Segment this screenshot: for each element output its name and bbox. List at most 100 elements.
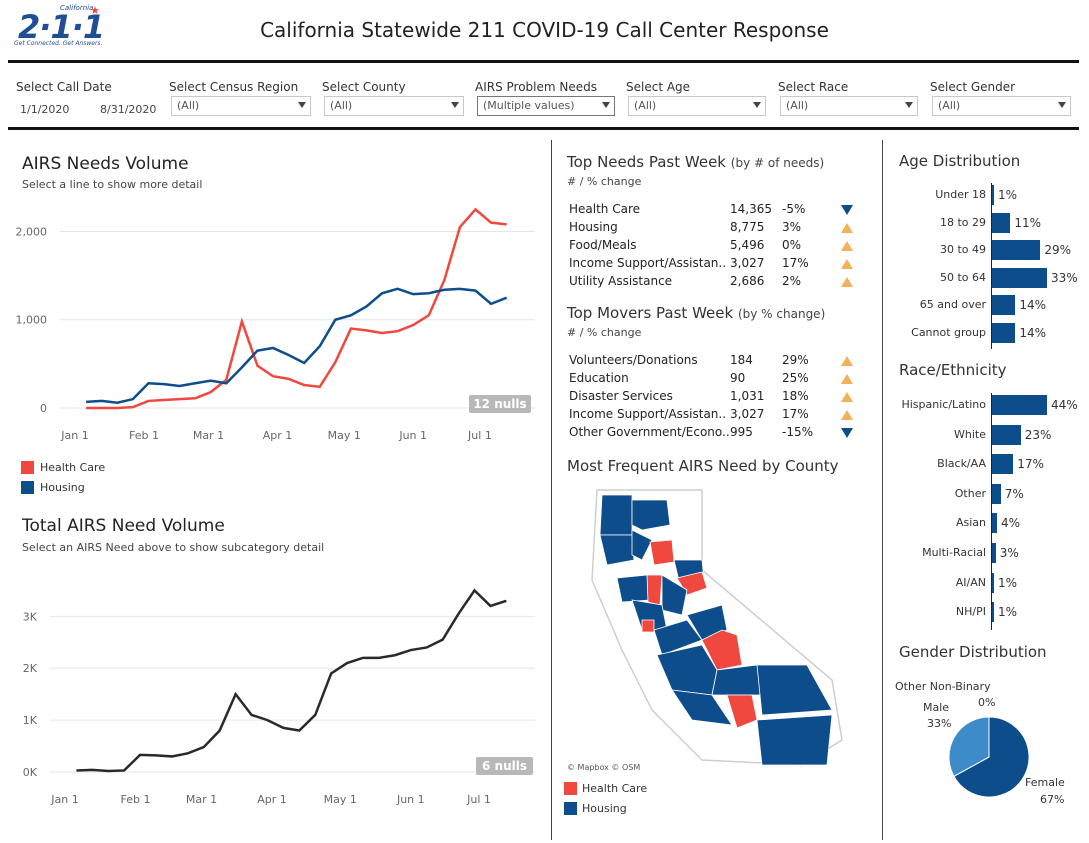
top-movers-row[interactable]: Other Government/Econo.. 995 -15% [569,425,869,443]
pie-slice-female[interactable] [953,716,1030,798]
need-count: 3,027 [730,256,765,270]
need-pct-change: 25% [782,371,809,385]
map-legend-housing-swatch[interactable] [564,802,577,815]
x-tick-label: Jul 1 [467,429,492,442]
county-region[interactable] [616,574,651,603]
bar-value-label: 4% [1001,516,1021,531]
bar-value-label: 29% [1044,243,1071,258]
problem-needs-select[interactable]: (Multiple values) [477,96,615,116]
race-select[interactable]: (All) [780,96,918,116]
end-date-field[interactable]: 8/31/2020 [100,103,157,116]
y-tick-label: 0K [23,766,38,779]
bar-value-label: 17% [1017,457,1044,472]
y-tick-label: 0 [40,402,47,415]
need-name: Utility Assistance [569,274,673,288]
need-pct-change: 2% [782,274,802,288]
bar[interactable] [992,212,1011,233]
legend-health-care-label[interactable]: Health Care [40,461,106,474]
top-movers-row[interactable]: Volunteers/Donations 184 29% [569,353,869,371]
pie-slice-male[interactable] [948,716,990,777]
bar[interactable] [992,572,994,593]
bar[interactable] [992,483,1001,504]
chevron-down-icon [602,102,610,108]
age-bar-chart[interactable]: Under 18 1% 18 to 29 11% 30 to 49 29% 50 to 64… [890,183,1080,349]
total-volume-chart[interactable]: 3K 2K 1K 0K Jan 1 Feb 1 Mar 1 Apr 1 May 1 Jun 1 J… [0,560,545,810]
pie-label-other: Other Non-Binary [895,680,991,693]
top-needs-row[interactable]: Food/Meals 5,496 0% [569,238,869,256]
county-region[interactable] [686,604,728,641]
legend-health-care-swatch[interactable] [21,461,34,474]
bar-category-label: 18 to 29 [939,215,986,229]
y-tick-label: 3K [23,610,38,623]
top-movers-row[interactable]: Income Support/Assistan.. 3,027 17% [569,407,869,425]
bar[interactable] [992,454,1014,475]
race-bar-chart[interactable]: Hispanic/Latino 44% White 23% Black/AA 17% Oth… [890,393,1080,630]
county-region-health[interactable] [649,539,675,566]
gender-value: (All) [938,99,961,112]
bar[interactable] [992,424,1021,445]
bar-category-label: NH/PI [955,605,986,619]
top-movers-row[interactable]: Education 90 25% [569,371,869,389]
nulls-indicator[interactable]: 6 nulls [476,757,533,775]
legend-housing-label[interactable]: Housing [40,481,85,494]
header-divider [8,60,1079,63]
bar[interactable] [992,602,994,623]
total-volume-line[interactable] [76,588,507,773]
legend-housing-swatch[interactable] [21,481,34,494]
housing-line[interactable] [86,287,508,404]
need-count: 995 [730,425,753,439]
county-region[interactable] [756,664,833,716]
county-region-health[interactable] [726,694,758,729]
gender-select[interactable]: (All) [932,96,1071,116]
bar[interactable] [992,323,1016,343]
county-map[interactable]: © Mapbox © OSM [562,480,872,780]
county-region[interactable] [711,664,763,696]
need-count: 8,775 [730,220,765,234]
bar[interactable] [992,185,994,205]
county-region[interactable] [599,534,635,566]
county-region[interactable] [661,574,688,616]
top-movers-title-note: (by % change) [737,307,826,321]
gender-pie-chart[interactable]: Other Non-Binary 0% Male 33% Female 67% [890,670,1080,815]
start-date-field[interactable]: 1/1/2020 [20,103,70,116]
bar[interactable] [992,295,1016,316]
county-region-health[interactable] [646,574,663,606]
top-needs-row[interactable]: Housing 8,775 3% [569,220,869,238]
county-select[interactable]: (All) [324,96,464,116]
race-ethnicity-title: Race/Ethnicity [899,361,1007,379]
top-needs-row[interactable]: Income Support/Assistan.. 3,027 17% [569,256,869,274]
map-legend-health-care-swatch[interactable] [564,782,577,795]
need-pct-change: -15% [782,425,814,439]
map-legend-housing-label[interactable]: Housing [582,802,627,815]
need-count: 1,031 [730,389,765,403]
age-distribution-title: Age Distribution [899,152,1021,170]
top-needs-row[interactable]: Health Care 14,365 -5% [569,202,869,220]
county-region[interactable] [631,529,653,561]
census-region-select[interactable]: (All) [171,96,311,116]
top-needs-row[interactable]: Utility Assistance 2,686 2% [569,274,869,292]
age-select[interactable]: (All) [628,96,766,116]
map-legend-health-care-label[interactable]: Health Care [582,782,648,795]
county-region-health[interactable] [701,629,743,671]
county-region[interactable] [756,714,833,766]
bar[interactable] [992,543,996,563]
nulls-indicator[interactable]: 12 nulls [469,395,531,413]
bar[interactable] [992,240,1041,261]
bar-axis [991,393,992,630]
county-region-health[interactable] [641,619,655,633]
needs-volume-chart[interactable]: 2,000 1,000 0 Jan 1 Feb 1 Mar 1 Apr 1 May 1 Jun… [0,195,545,450]
bar[interactable] [992,513,997,534]
county-region[interactable] [671,689,733,726]
county-region[interactable] [599,494,633,536]
pie-label-female: Female [1025,776,1065,789]
y-tick-label: 1K [23,714,38,727]
county-region[interactable] [631,499,671,531]
bar[interactable] [992,267,1047,288]
trend-down-icon [841,428,853,438]
need-pct-change: -5% [782,202,806,216]
top-movers-row[interactable]: Disaster Services 1,031 18% [569,389,869,407]
pie-label-male: Male [923,701,949,714]
health-care-line[interactable] [86,207,507,410]
need-name: Housing [569,220,618,234]
bar[interactable] [992,395,1047,415]
